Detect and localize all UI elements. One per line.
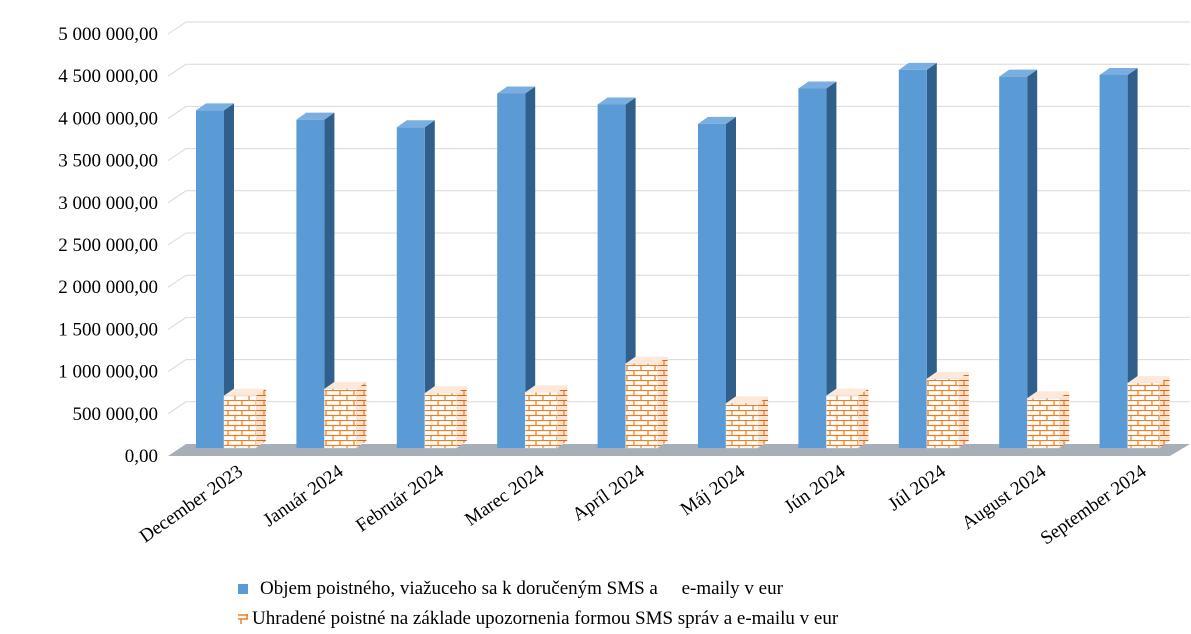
legend-item-paid: Uhradené poistné na základe upozornenia … (238, 604, 838, 634)
x-tick-label: September 2024 (1037, 461, 1151, 550)
gridline (167, 359, 1190, 373)
x-tick-label: Jún 2024 (781, 461, 850, 518)
bar-volume (497, 86, 536, 449)
bar-volume (798, 81, 837, 449)
bar-volume (698, 116, 736, 449)
y-tick-label: 5 000 000,00 (58, 24, 158, 45)
bar-paid (826, 388, 869, 449)
bar-paid (926, 371, 969, 449)
gridline (167, 21, 1190, 35)
y-tick-label: 1 500 000,00 (58, 319, 158, 340)
y-tick-label: 2 000 000,00 (58, 277, 158, 298)
x-tick-label: Február 2024 (352, 461, 448, 537)
y-tick-label: 4 000 000,00 (58, 108, 158, 129)
y-tick-label: 4 500 000,00 (58, 66, 158, 87)
y-tick-label: 1 000 000,00 (58, 362, 158, 383)
legend-item-volume: Objem poistného, viažuceho sa k doručený… (238, 574, 838, 604)
x-tick-label: Marec 2024 (461, 461, 548, 531)
legend-swatch-blue (238, 584, 248, 594)
legend: Objem poistného, viažuceho sa k doručený… (238, 574, 838, 634)
bar-paid (725, 396, 768, 449)
bar-paid (424, 386, 467, 449)
y-tick-label: 3 000 000,00 (58, 193, 158, 214)
bar-volume (396, 120, 435, 448)
bar-volume (999, 69, 1038, 448)
gridline (167, 316, 1190, 330)
gridline (167, 274, 1190, 288)
y-tick-label: 3 500 000,00 (58, 151, 158, 172)
gridline (167, 148, 1190, 162)
x-tick-label: Apríl 2024 (569, 461, 649, 526)
x-tick-label: August 2024 (958, 461, 1050, 534)
x-tick-label: Máj 2024 (677, 461, 750, 521)
gridline (167, 190, 1190, 204)
bar-paid (524, 385, 568, 449)
bar-paid (324, 381, 367, 449)
bar-volume (898, 62, 937, 448)
bar-paid (1127, 376, 1170, 449)
y-tick-label: 2 500 000,00 (58, 235, 158, 256)
x-tick-label: December 2023 (136, 461, 247, 547)
y-tick-label: 0,00 (125, 446, 158, 467)
bar-paid (223, 388, 266, 449)
legend-label-paid: Uhradené poistné na základe upozornenia … (252, 608, 839, 629)
x-tick-label: Júl 2024 (884, 461, 950, 516)
bar-volume (196, 103, 234, 449)
y-tick-label: 500 000,00 (73, 404, 159, 425)
legend-label-volume: Objem poistného, viažuceho sa k doručený… (260, 578, 783, 599)
x-tick-label: Január 2024 (260, 461, 348, 531)
bar-volume (1099, 67, 1138, 449)
gridline (167, 105, 1190, 119)
gridline (167, 63, 1190, 77)
bar-volume (296, 112, 335, 449)
chart-svg: 0,00 500 000,00 1 000 000,00 1 500 000,00 2 … (58, 21, 1190, 550)
bar-paid (1026, 391, 1070, 449)
gridline (167, 232, 1190, 246)
legend-swatch-brick (238, 614, 248, 624)
bar-paid (625, 356, 668, 449)
